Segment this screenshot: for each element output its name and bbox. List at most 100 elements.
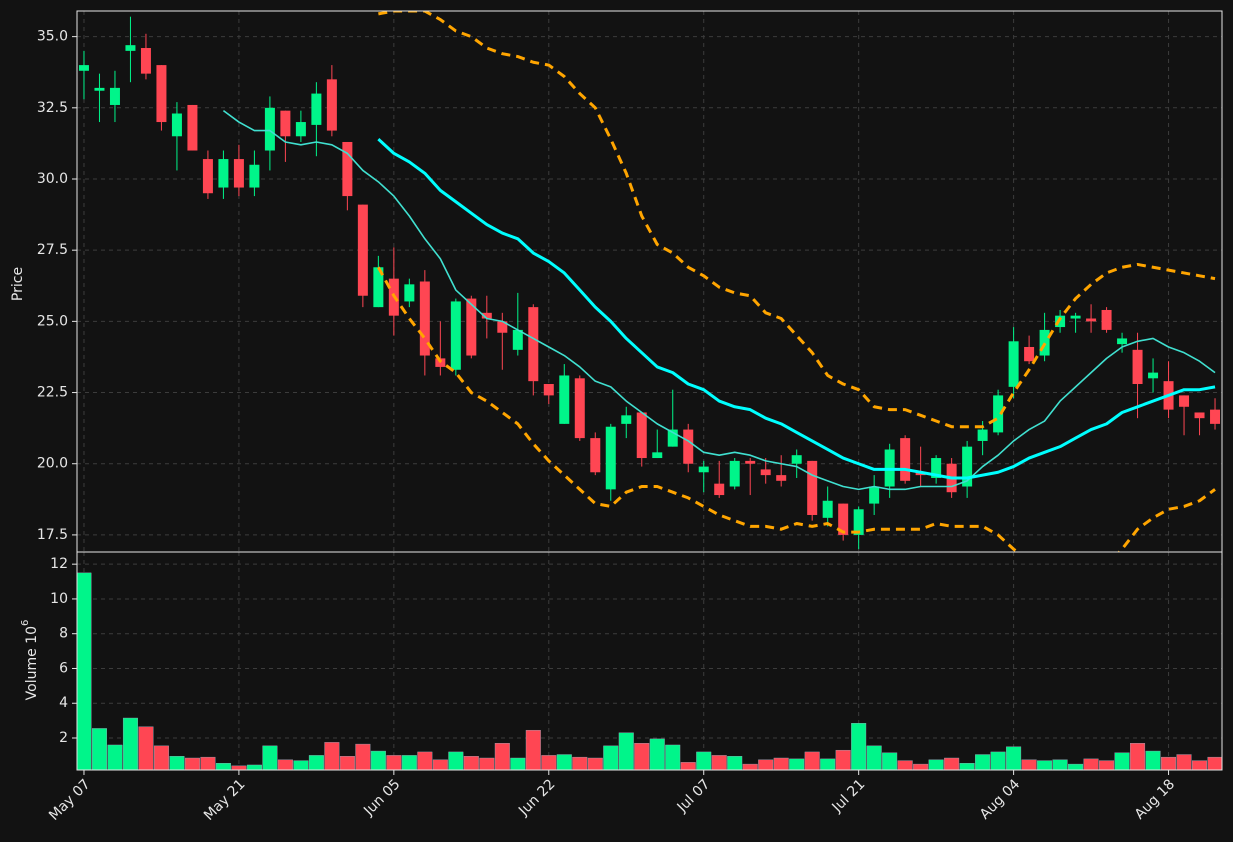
y-tick-label: 35.0 <box>37 29 68 45</box>
volume-bar <box>494 743 510 770</box>
candle-body <box>512 329 523 350</box>
y-tick-label: 4 <box>59 695 68 711</box>
line-series <box>377 138 1216 480</box>
candle-body <box>667 429 678 447</box>
candle-body <box>78 65 89 71</box>
volume-bar <box>386 755 402 770</box>
volume-panel <box>77 572 1222 770</box>
candle-body <box>202 159 213 194</box>
volume-bar <box>1052 759 1068 770</box>
volume-bar <box>789 758 805 770</box>
volume-bar <box>308 755 324 770</box>
volume-bar <box>773 757 789 770</box>
line-series <box>222 110 1216 491</box>
candle-body <box>357 204 368 296</box>
volume-bar <box>556 754 572 770</box>
candle-body <box>822 500 833 518</box>
y-tick-label: 17.5 <box>37 527 68 543</box>
volume-bar <box>1083 758 1099 770</box>
candle-body <box>342 141 353 197</box>
volume-bar <box>603 745 619 770</box>
candle-body <box>869 486 880 504</box>
candle-body <box>559 375 570 424</box>
candle-body <box>1148 372 1159 379</box>
price-axis-label: Price <box>10 267 26 301</box>
volume-scale-exponent: 6 <box>20 620 31 626</box>
candle-body <box>1008 341 1019 387</box>
candle-body <box>853 509 864 535</box>
volume-bar <box>355 743 371 770</box>
volume-bar <box>541 755 557 770</box>
volume-bar <box>169 756 185 770</box>
candle-body <box>218 159 229 188</box>
volume-bar <box>866 745 882 770</box>
candle-body <box>187 104 198 151</box>
y-tick-label: 12 <box>50 556 68 572</box>
volume-bar <box>1114 752 1130 770</box>
y-tick-label: 8 <box>59 626 68 642</box>
candle-body <box>745 460 756 464</box>
volume-axis-label: Volume 106 <box>20 620 40 701</box>
volume-bar <box>200 756 216 770</box>
volume-bar <box>122 717 138 770</box>
volume-bar <box>153 745 169 770</box>
candle-body <box>621 415 632 424</box>
candle-body <box>326 79 337 131</box>
volume-bar <box>634 743 650 770</box>
candle-body <box>497 321 508 333</box>
line-series <box>377 266 1216 552</box>
candle-body <box>1194 412 1205 419</box>
volume-bar <box>277 759 293 770</box>
price-panel <box>78 11 1221 552</box>
volume-bar <box>417 751 433 770</box>
candle-body <box>838 503 849 535</box>
volume-bar <box>370 750 386 770</box>
volume-frame <box>76 551 1223 771</box>
volume-bar <box>742 763 758 770</box>
volume-bar <box>897 760 913 770</box>
volume-bar <box>432 759 448 770</box>
candle-body <box>419 281 430 356</box>
candle-body <box>1024 346 1035 362</box>
candle-body <box>1179 395 1190 407</box>
volume-bar <box>1130 743 1146 770</box>
y-tick-label: 20.0 <box>37 456 68 472</box>
volume-bar <box>215 763 231 770</box>
candle-body <box>109 87 120 105</box>
candle-body <box>698 466 709 473</box>
y-tick-label: 32.5 <box>37 100 68 116</box>
y-tick-label: 25.0 <box>37 313 68 329</box>
y-tick-label: 27.5 <box>37 242 68 258</box>
candle-body <box>729 460 740 487</box>
candle-body <box>311 93 322 125</box>
candle-body <box>404 284 415 302</box>
candle-body <box>249 164 260 188</box>
volume-bar <box>1068 763 1084 770</box>
y-tick-label: 22.5 <box>37 385 68 401</box>
candle-body <box>450 301 461 370</box>
y-tick-label: 2 <box>59 730 68 746</box>
volume-bar <box>525 729 541 770</box>
candle-body <box>791 455 802 464</box>
candle-body <box>962 446 973 487</box>
volume-bar <box>882 752 898 770</box>
volume-bar <box>820 758 836 770</box>
volume-bar <box>77 572 92 770</box>
volume-bar <box>1207 756 1222 770</box>
volume-bar <box>649 738 665 770</box>
candle-body <box>652 452 663 459</box>
candle-body <box>125 45 136 51</box>
volume-bar <box>711 755 727 770</box>
volume-bar <box>293 760 309 770</box>
candle-body <box>156 65 167 123</box>
volume-bar <box>618 732 634 770</box>
volume-bar <box>944 757 960 770</box>
candle-body <box>807 460 818 515</box>
volume-bar <box>665 744 681 770</box>
candle-body <box>171 113 182 137</box>
volume-bar <box>696 751 712 770</box>
candle-body <box>900 438 911 481</box>
candle-body <box>481 312 492 319</box>
volume-bar <box>572 756 588 770</box>
volume-bar <box>91 728 107 770</box>
